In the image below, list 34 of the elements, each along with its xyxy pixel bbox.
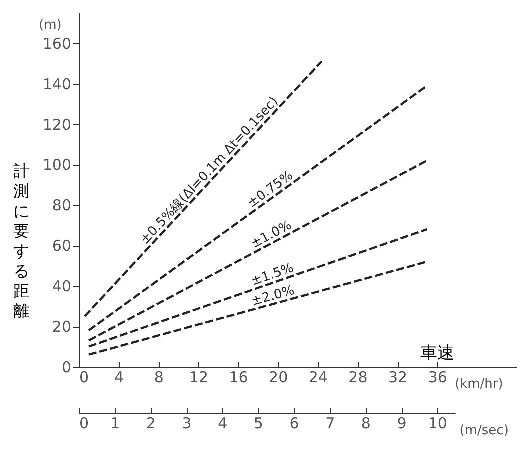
- x-axis-title: 車速: [420, 344, 454, 364]
- x2-tick-label: 9: [397, 414, 407, 432]
- x-tick-label: 8: [154, 368, 164, 386]
- y-tick-label: 20: [52, 318, 72, 336]
- y-axis-title: 計測に要する距離: [14, 162, 30, 320]
- x2-tick-label: 3: [182, 414, 192, 432]
- x-tick-label: 12: [189, 368, 208, 386]
- y-tick-label: 160: [42, 34, 72, 53]
- x-tick-label: 4: [114, 368, 124, 386]
- x-tick-label: 28: [348, 368, 368, 386]
- x-tick-label: 16: [229, 368, 248, 386]
- x-tick-label: 32: [388, 368, 408, 386]
- x2-tick-label: 10: [428, 414, 448, 432]
- x-tick-label: 24: [308, 368, 328, 386]
- x-tick-label: 0: [80, 368, 90, 386]
- y-tick-label: 100: [42, 156, 72, 174]
- text: (km/hr): [455, 377, 504, 392]
- y-tick-label: 80: [52, 196, 72, 215]
- x-tick-label: 20: [269, 368, 288, 386]
- x2-tick-label: 7: [326, 414, 336, 432]
- x2-tick-label: 5: [254, 414, 264, 432]
- x2-tick-label: 2: [146, 414, 156, 432]
- x2-tick-label: 1: [110, 414, 120, 432]
- y-tick-label: 140: [42, 75, 72, 94]
- x-tick-label: 36: [428, 368, 448, 386]
- x2-tick-label: 6: [290, 414, 300, 432]
- x2-tick-label: 8: [361, 414, 371, 432]
- y-tick-label: 120: [42, 116, 72, 134]
- x2-tick-label: 0: [80, 414, 90, 432]
- y-tick-label: 40: [52, 278, 72, 296]
- x2-axis-title: (m/sec): [460, 424, 509, 438]
- y-tick-label: 60: [52, 237, 72, 256]
- x2-tick-label: 4: [218, 414, 228, 432]
- text: (m): [39, 18, 62, 33]
